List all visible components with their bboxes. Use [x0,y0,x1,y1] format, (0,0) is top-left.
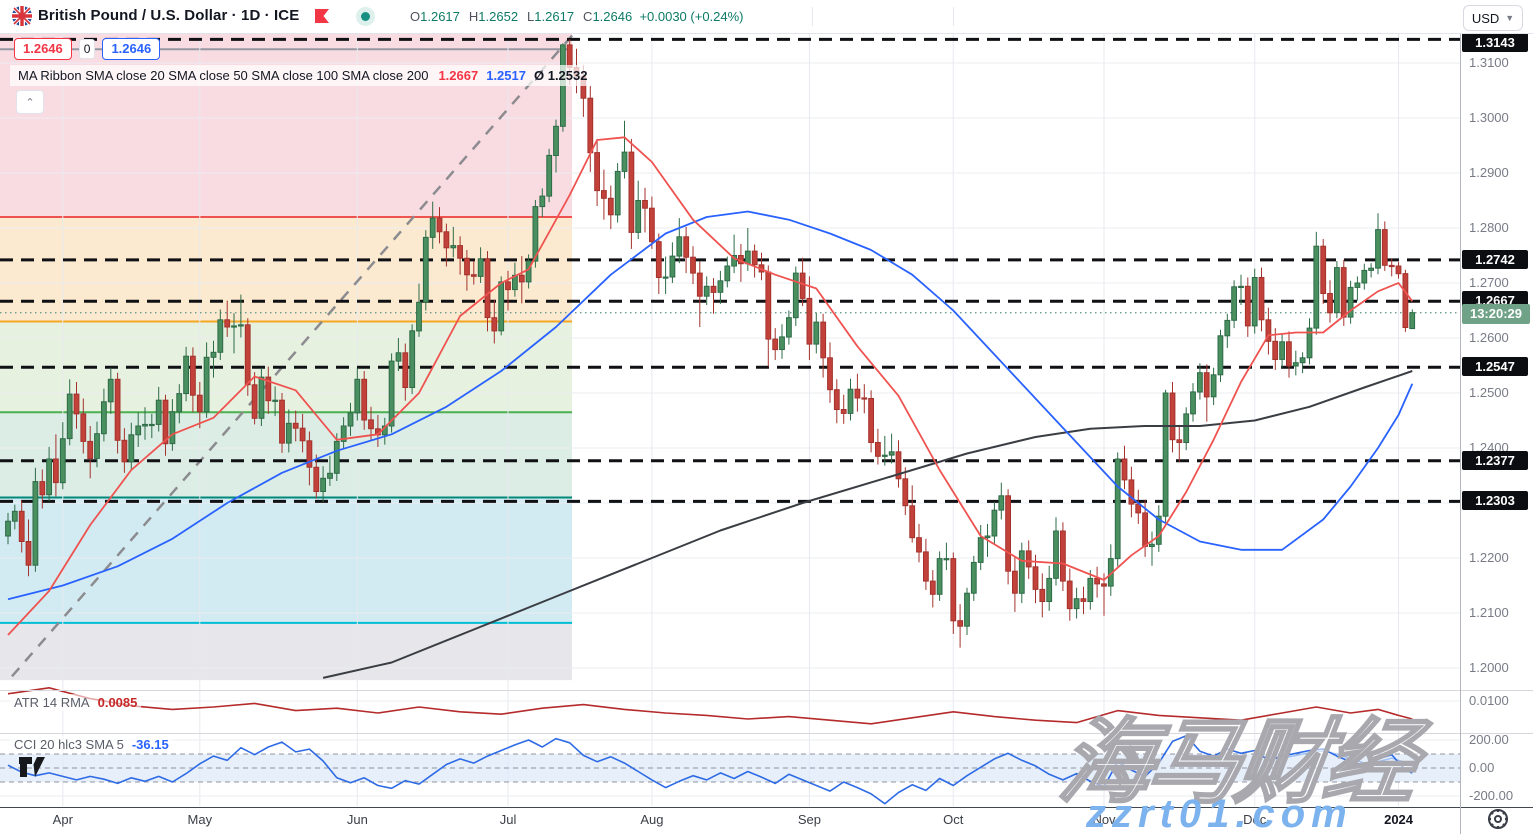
ma-ribbon-value-20: 1.2667 [438,68,479,83]
high-value: 1.2652 [478,9,519,24]
buy-price-box[interactable]: 1.2646 [102,38,161,60]
cci-pane [0,734,1460,805]
low-label: L [527,9,535,24]
high-label: H [468,9,479,24]
price-tick-label: 1.2900 [1469,165,1509,180]
ma-ribbon-title: MA Ribbon SMA close 20 SMA close 50 SMA … [18,68,429,83]
atr-pane [7,686,1413,725]
price-tick-label: 1.2000 [1469,660,1509,675]
toolbar-divider [953,7,954,26]
price-tick-label: 1.2600 [1469,330,1509,345]
atr-title: ATR 14 RMA [14,695,90,710]
sell-price-box[interactable]: 1.2646 [14,38,72,60]
level-price-label: 1.2303 [1462,491,1528,511]
month-label: Jul [499,812,517,827]
month-label: Oct [943,812,964,827]
order-price-row: 1.2646 0 1.2646 [14,38,161,60]
ma-ribbon-legend[interactable]: MA Ribbon SMA close 20 SMA close 50 SMA … [10,65,596,86]
level-lines [0,37,1460,503]
ma-lines [7,136,1414,679]
month-label: Sep [797,812,822,827]
level-price-label: 1.3143 [1462,33,1528,52]
open-value: 1.2617 [420,9,460,24]
month-label: 2024 [1384,812,1414,827]
currency-label: USD [1471,10,1500,26]
month-label: Jun [346,812,368,827]
tradingview-logo-icon[interactable] [18,755,50,784]
price-tick-label: 1.2200 [1469,550,1509,565]
ma-ribbon-value-50: 1.2517 [486,68,526,83]
position-quantity[interactable]: 0 [78,39,96,59]
ohlc-readout: O1.2617 H1.2652 L1.2617 C1.2646 +0.0030 (+0… [401,9,744,24]
level-price-label: 1.2742 [1462,249,1528,269]
month-label: Nov [1092,812,1116,827]
chevron-up-icon: ⌃ [25,96,35,109]
flag-marker-icon[interactable] [315,9,330,23]
low-value: 1.2617 [534,9,575,24]
market-status-dot-icon[interactable] [356,7,375,26]
atr-value: 0.0085 [97,695,138,710]
price-tick-label: 1.2700 [1469,275,1509,290]
level-price-label: 1.2547 [1462,357,1528,377]
cci-title: CCI 20 hlc3 SMA 5 [14,737,124,752]
month-label: May [187,812,213,827]
price-axis[interactable]: 1.3100 1.3000 1.2900 1.2800 1.2700 1.2600 1.25… [1461,33,1533,834]
gbp-flag-icon [12,6,32,26]
price-tick-label: 1.2100 [1469,605,1509,620]
chevron-down-icon: ▼ [1505,13,1515,23]
zone-bands [0,33,572,681]
price-tick-label: 1.3100 [1469,55,1509,70]
atr-tick-label: 0.0100 [1469,693,1509,708]
close-label: C [583,9,593,24]
month-label: Dec [1243,812,1267,827]
close-value: 1.2646 [592,9,633,24]
cci-tick-label: 0.00 [1469,760,1495,775]
grid [0,33,1460,806]
price-tick-label: 1.2800 [1469,220,1509,235]
ma-ribbon-average: Ø 1.2532 [533,68,588,83]
collapse-legend-button[interactable]: ⌃ [16,90,44,114]
atr-legend[interactable]: ATR 14 RMA 0.0085 [10,694,142,711]
cci-legend[interactable]: CCI 20 hlc3 SMA 5 -36.15 [10,736,173,753]
month-label: Apr [52,812,73,827]
change-value: +0.0030 (+0.24%) [639,9,744,24]
currency-dropdown[interactable]: USD ▼ [1463,5,1523,31]
open-label: O [410,9,421,24]
cci-tick-label: -200.00 [1469,788,1514,803]
toolbar: British Pound / U.S. Dollar · 1D · ICE O… [0,0,1533,34]
month-label: Aug [640,812,664,827]
price-tick-label: 1.2500 [1469,385,1509,400]
gear-icon[interactable] [1487,808,1509,830]
price-tick-label: 1.3000 [1469,110,1509,125]
toolbar-divider [812,7,813,26]
cci-value: -36.15 [131,737,169,752]
level-price-label: 1.2377 [1462,450,1528,470]
cci-tick-label: 200.00 [1469,732,1509,747]
candles [5,39,1416,648]
time-axis[interactable]: Apr May Jun Jul Aug Sep Oct Nov Dec 2024 [0,807,1533,834]
symbol-title[interactable]: British Pound / U.S. Dollar · 1D · ICE [38,7,300,24]
countdown-label: 13:20:29 [1462,303,1530,324]
